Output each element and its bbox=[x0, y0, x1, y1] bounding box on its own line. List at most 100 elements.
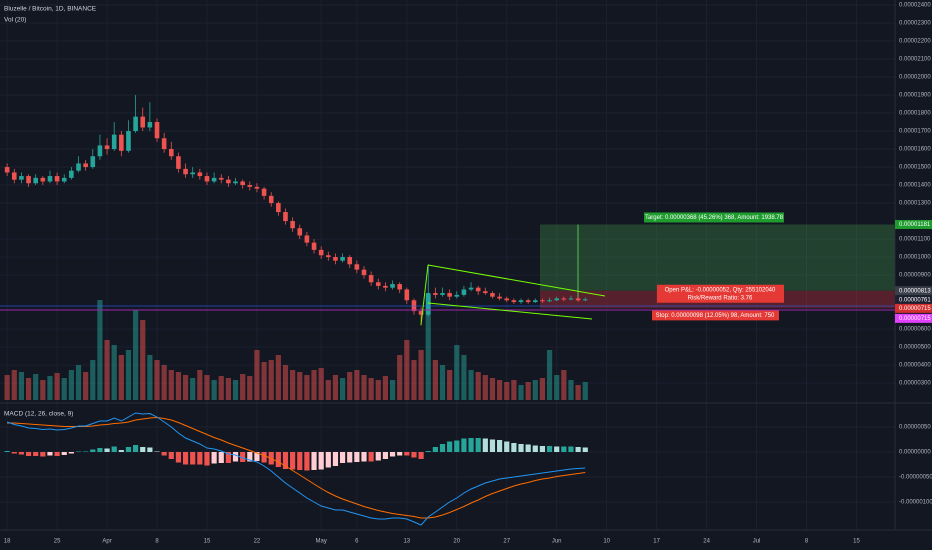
volume-bar bbox=[261, 362, 267, 400]
volume-bar bbox=[240, 374, 246, 400]
candle-body bbox=[404, 289, 410, 301]
candle-body bbox=[383, 285, 388, 288]
histogram-bar bbox=[118, 450, 124, 452]
volume-bar bbox=[25, 378, 32, 400]
histogram-bar bbox=[104, 448, 110, 452]
volume-bar bbox=[389, 380, 396, 400]
candle-body bbox=[283, 212, 288, 222]
x-tick-label: Jul bbox=[753, 539, 761, 545]
price-marker bbox=[895, 219, 932, 229]
candle-body bbox=[447, 293, 452, 297]
histogram-bar bbox=[225, 452, 231, 463]
histogram-bar bbox=[182, 452, 189, 465]
volume-bar bbox=[418, 350, 424, 400]
histogram-bar bbox=[197, 452, 203, 465]
histogram-bar bbox=[111, 446, 117, 452]
candle-body bbox=[218, 177, 224, 180]
volume-bar bbox=[382, 376, 389, 400]
candle-body bbox=[133, 116, 138, 132]
y-tick-label: 0.00002300 bbox=[899, 21, 931, 27]
volume-bar bbox=[368, 378, 374, 400]
volume-bar bbox=[47, 376, 53, 400]
volume-bar bbox=[432, 360, 438, 400]
y-tick-label: 0.00002200 bbox=[899, 39, 931, 45]
candle-body bbox=[168, 149, 174, 157]
x-tick-label: 8 bbox=[805, 539, 809, 545]
volume-bar bbox=[83, 372, 89, 400]
histogram-bar bbox=[61, 452, 67, 455]
histogram-bar bbox=[90, 449, 96, 452]
volume-bar bbox=[539, 378, 546, 400]
volume-bar bbox=[190, 378, 196, 400]
candle-body bbox=[161, 138, 167, 150]
volume-bar bbox=[118, 355, 124, 400]
histogram-bar bbox=[240, 452, 246, 462]
histogram-bar bbox=[275, 452, 281, 467]
volume-bar bbox=[125, 350, 132, 400]
candle-body bbox=[497, 296, 502, 299]
y-tick-label: 0.00001600 bbox=[899, 147, 931, 153]
volume-bar bbox=[168, 370, 174, 400]
volume-bar bbox=[175, 372, 182, 400]
histogram-bar bbox=[418, 452, 424, 459]
candle-body bbox=[197, 172, 203, 177]
price-marker-label: 0.00000715 bbox=[899, 306, 931, 312]
volume-bar bbox=[454, 345, 460, 400]
stop-label-box bbox=[652, 310, 779, 321]
volume-bar bbox=[104, 340, 110, 400]
histogram-bar bbox=[454, 440, 460, 452]
candle-body bbox=[54, 176, 60, 182]
x-tick-label: 8 bbox=[155, 539, 159, 545]
histogram-bar bbox=[4, 451, 10, 452]
candle-body bbox=[454, 294, 460, 297]
histogram-bar bbox=[232, 452, 239, 462]
volume-bar bbox=[218, 376, 224, 400]
trend-line bbox=[420, 264, 429, 326]
x-tick-label: 20 bbox=[453, 539, 460, 545]
histogram-bar bbox=[432, 447, 438, 452]
volume-bar bbox=[397, 355, 403, 400]
y-tick-label: 0.00002100 bbox=[899, 57, 931, 63]
candle-layer bbox=[4, 95, 588, 326]
candle-body bbox=[247, 185, 253, 187]
x-tick-label: 17 bbox=[653, 539, 660, 545]
trend-line bbox=[427, 264, 606, 297]
histogram-bar bbox=[304, 452, 310, 471]
histogram-bar bbox=[554, 446, 560, 452]
volume-bar bbox=[18, 372, 25, 400]
y-tick-label: 0.00000600 bbox=[899, 327, 931, 333]
candle-body bbox=[561, 298, 567, 300]
candle-body bbox=[461, 289, 467, 295]
histogram-bar bbox=[497, 440, 503, 452]
candle-body bbox=[525, 300, 531, 303]
volume-bar bbox=[232, 380, 239, 400]
volume-bar bbox=[504, 382, 510, 400]
y-tick-label: 0.00000500 bbox=[899, 345, 931, 351]
candle-body bbox=[483, 291, 488, 294]
y-tick-label: 0.00000900 bbox=[899, 273, 931, 279]
volume-bar bbox=[11, 370, 17, 400]
histogram-bar bbox=[318, 452, 324, 470]
volume-bar bbox=[75, 365, 82, 400]
candle-body bbox=[475, 287, 481, 292]
volume-bar bbox=[546, 350, 553, 400]
candle-body bbox=[297, 228, 303, 236]
volume-bar bbox=[268, 360, 274, 400]
histogram-bar bbox=[211, 452, 217, 464]
histogram-bar bbox=[204, 452, 210, 466]
candle-body bbox=[61, 177, 67, 182]
price-marker-label: 0.00000813 bbox=[899, 288, 931, 294]
candle-body bbox=[390, 284, 395, 288]
histogram-bar bbox=[561, 446, 567, 452]
candle-body bbox=[211, 177, 217, 182]
candle-body bbox=[433, 293, 438, 295]
candle-body bbox=[340, 257, 345, 261]
volume-bar bbox=[461, 355, 467, 400]
volume-bar bbox=[518, 385, 524, 400]
histogram-bar bbox=[546, 446, 553, 452]
histogram-bar bbox=[539, 446, 546, 452]
x-tick-label: 10 bbox=[603, 539, 610, 545]
volume-bar bbox=[290, 370, 296, 400]
candle-body bbox=[547, 300, 552, 302]
volume-bar bbox=[311, 370, 317, 400]
